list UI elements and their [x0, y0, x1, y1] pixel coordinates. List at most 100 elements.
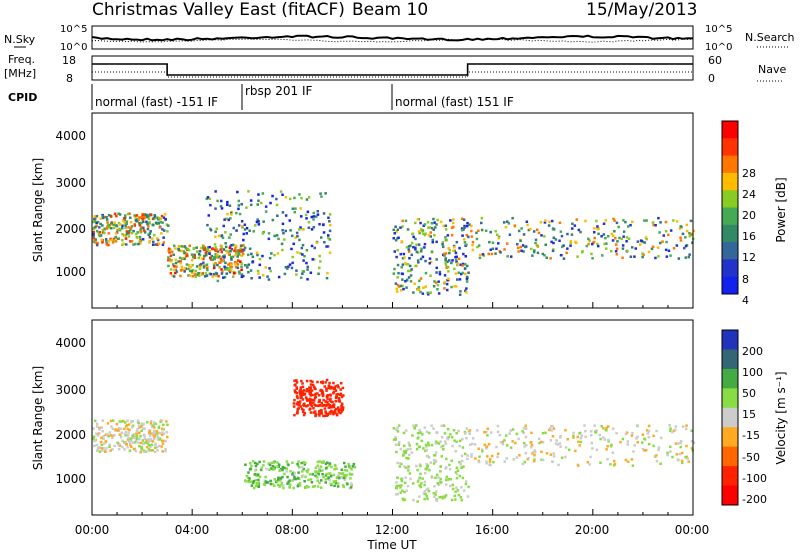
- vel-data-cell: [337, 397, 341, 400]
- vel-data-cell: [130, 426, 134, 429]
- power-data-cell: [602, 233, 606, 236]
- power-data-cell: [580, 251, 584, 254]
- vel-data-cell: [260, 466, 263, 470]
- vel-data-cell: [335, 413, 339, 417]
- power-data-cell: [566, 247, 569, 250]
- vel-data-cell: [624, 432, 628, 436]
- freq-label-line2: [MHz]: [4, 67, 36, 80]
- vel-data-cell: [549, 453, 553, 456]
- vel-data-cell: [298, 481, 302, 485]
- vel-data-cell: [453, 439, 456, 442]
- power-data-cell: [462, 228, 465, 231]
- vel-data-cell: [544, 431, 547, 435]
- power-data-cell: [188, 269, 192, 273]
- vel-data-cell: [254, 484, 258, 488]
- vel-data-cell: [564, 446, 568, 449]
- power-data-cell: [216, 250, 220, 253]
- vel-data-cell: [317, 470, 321, 473]
- power-data-cell: [121, 224, 124, 227]
- noise-sky-label: N.Sky: [4, 33, 36, 46]
- vel-data-cell: [496, 452, 500, 455]
- power-data-cell: [245, 206, 248, 209]
- power-data-cell: [478, 256, 482, 260]
- vel-data-cell: [147, 440, 150, 443]
- power-data-cell: [257, 223, 261, 226]
- power-data-cell: [194, 274, 197, 277]
- power-data-cell: [310, 244, 314, 248]
- vel-data-cell: [312, 407, 315, 410]
- power-data-cell: [129, 228, 132, 231]
- vel-data-cell: [143, 437, 147, 441]
- vel-data-cell: [644, 449, 648, 452]
- xtick-0000: 00:00: [75, 523, 110, 537]
- vel-data-cell: [335, 467, 338, 470]
- power-data-cell: [444, 261, 447, 265]
- vel-data-cell: [153, 443, 157, 446]
- vel-data-cell: [572, 436, 575, 439]
- cpid-segment-3: normal (fast) 151 IF: [395, 95, 514, 109]
- vel-data-cell: [295, 381, 299, 384]
- vel-data-cell: [308, 389, 311, 392]
- vel-data-cell: [641, 433, 645, 436]
- power-data-cell: [118, 228, 122, 232]
- power-data-cell: [151, 243, 155, 246]
- power-data-cell: [220, 246, 223, 250]
- power-data-cell: [429, 291, 432, 294]
- vel-data-cell: [105, 446, 108, 450]
- power-data-cell: [137, 216, 141, 219]
- vel-data-cell: [253, 469, 257, 472]
- power-colorbar-swatch: [722, 224, 738, 243]
- velocity-ytick-1000: 1000: [55, 472, 86, 486]
- vel-data-cell: [309, 478, 313, 481]
- vel-data-cell: [489, 458, 492, 461]
- power-data-cell: [236, 190, 239, 194]
- power-data-cell: [224, 231, 227, 234]
- vel-data-cell: [331, 404, 335, 408]
- vel-data-cell: [609, 463, 612, 466]
- vel-data-cell: [343, 468, 347, 472]
- power-data-cell: [544, 219, 547, 222]
- vel-colorbar-swatch: [722, 446, 738, 467]
- vel-data-cell: [451, 483, 455, 487]
- power-cb-tick-28: 28: [742, 167, 756, 180]
- power-data-cell: [200, 257, 204, 260]
- power-data-cell: [228, 204, 232, 207]
- vel-data-cell: [461, 459, 464, 463]
- power-data-cell: [242, 232, 245, 236]
- vel-data-cell: [115, 422, 119, 426]
- power-data-cell: [471, 240, 475, 244]
- power-data-cell: [489, 230, 492, 234]
- vel-data-cell: [272, 467, 276, 471]
- power-data-cell: [140, 215, 144, 219]
- power-data-cell: [539, 221, 543, 224]
- power-colorbar-swatch: [722, 276, 738, 295]
- vel-data-cell: [457, 493, 461, 497]
- power-data-cell: [174, 258, 177, 261]
- power-data-cell: [94, 225, 97, 229]
- power-data-cell: [318, 254, 321, 258]
- vel-data-cell: [311, 383, 315, 387]
- power-data-cell: [188, 264, 191, 268]
- vel-data-cell: [434, 476, 437, 479]
- vel-data-cell: [607, 438, 610, 442]
- vel-data-cell: [456, 489, 460, 492]
- power-data-cell: [306, 278, 309, 281]
- power-data-cell: [213, 248, 217, 252]
- vel-colorbar-swatch: [722, 368, 738, 389]
- power-data-cell: [626, 249, 629, 253]
- vel-data-cell: [307, 468, 310, 471]
- power-data-cell: [399, 226, 402, 229]
- vel-data-cell: [293, 383, 296, 387]
- vel-data-cell: [95, 443, 99, 447]
- vel-data-cell: [123, 432, 127, 436]
- vel-data-cell: [324, 474, 328, 477]
- power-data-cell: [435, 271, 438, 274]
- power-data-cell: [601, 254, 604, 257]
- power-data-cell: [191, 274, 194, 278]
- power-data-cell: [401, 263, 405, 266]
- power-data-cell: [587, 237, 590, 241]
- power-data-cell: [117, 221, 121, 225]
- vel-data-cell: [293, 398, 296, 402]
- power-data-cell: [426, 291, 429, 295]
- vel-data-cell: [334, 464, 337, 468]
